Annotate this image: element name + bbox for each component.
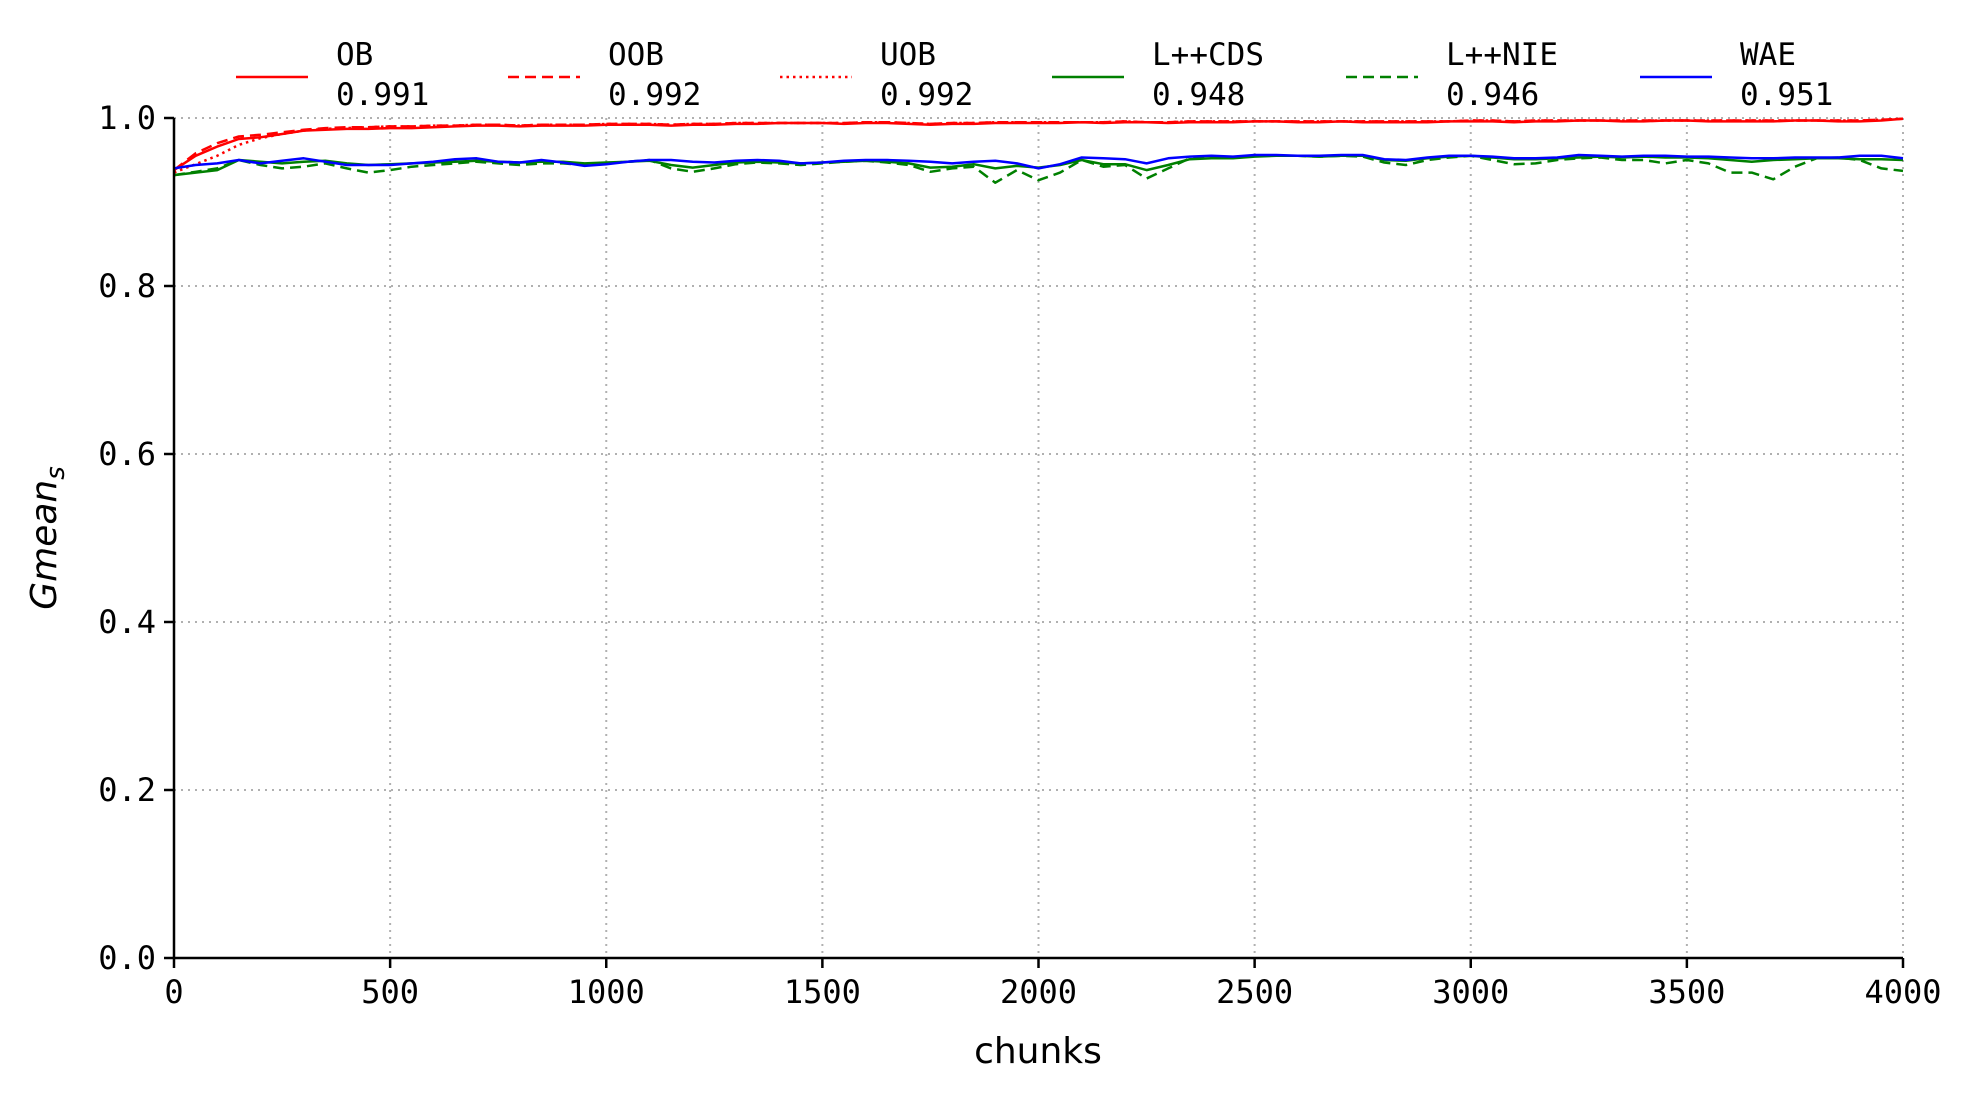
legend-score: 0.992 [880,77,973,113]
x-tick-label: 3000 [1432,973,1509,1011]
legend-score: 0.991 [336,77,429,113]
legend-label: WAE [1740,37,1796,73]
x-tick-label: 1500 [784,973,861,1011]
legend-label: OOB [608,37,664,73]
y-ticks: 0.0 0.2 0.4 0.6 0.8 1.0 [98,99,174,977]
y-tick-label: 0.6 [98,435,156,473]
x-ticks: 0 500 1000 1500 2000 2500 3000 3500 4000 [164,958,1942,1011]
legend-label: L++NIE [1446,37,1558,73]
y-axis-title-sub: s [41,466,71,480]
series-line-uob [173,117,1904,174]
x-tick-label: 3500 [1648,973,1725,1011]
series-line-wae [173,153,1904,170]
legend-label: L++CDS [1152,37,1264,73]
x-axis-title: chunks [974,1031,1102,1072]
y-tick-label: 0.4 [98,603,156,641]
y-tick-label: 1.0 [98,99,156,137]
x-tick-label: 4000 [1864,973,1941,1011]
legend-label: OB [336,37,373,73]
legend-score: 0.951 [1740,77,1833,113]
y-tick-label: 0.0 [98,939,156,977]
legend-score: 0.948 [1152,77,1245,113]
y-axis-title: Gmeans [24,466,71,610]
y-tick-label: 0.2 [98,771,156,809]
grid [173,117,1904,959]
x-tick-label: 2000 [1000,973,1077,1011]
x-tick-label: 1000 [568,973,645,1011]
x-tick-label: 2500 [1216,973,1293,1011]
legend-label: UOB [880,37,936,73]
x-tick-label: 500 [361,973,419,1011]
y-axis-title-main: Gmean [24,480,65,610]
x-tick-label: 0 [164,973,183,1011]
legend: OB 0.991 OOB 0.992 UOB 0.992 L++CDS 0.948 L++NIE… [236,37,1833,113]
legend-score: 0.946 [1446,77,1539,113]
y-tick-label: 0.8 [98,267,156,305]
legend-score: 0.992 [608,77,701,113]
series-line-lppnie [173,154,1904,184]
series-layer [173,117,1904,184]
